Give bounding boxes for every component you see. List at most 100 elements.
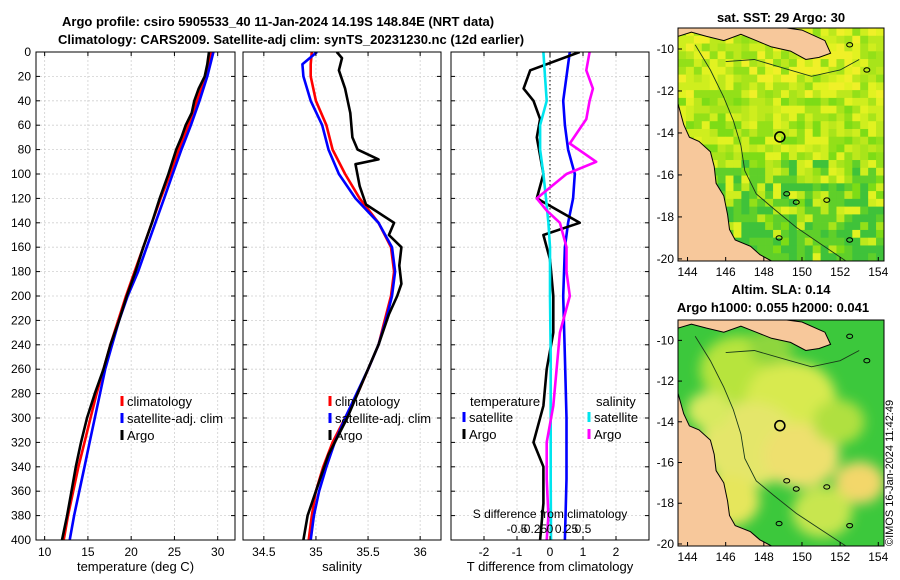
reef-outline xyxy=(775,235,783,241)
sst-cell xyxy=(685,51,695,60)
sst-cell xyxy=(876,128,884,138)
sst-cell xyxy=(852,121,861,130)
sst-cell xyxy=(685,66,695,75)
sst-cell xyxy=(876,144,884,153)
x-tick-label: -2 xyxy=(479,545,490,559)
land-australia xyxy=(678,320,772,546)
sst-cell xyxy=(844,28,853,37)
sst-cell xyxy=(741,128,750,138)
sst-cell xyxy=(876,253,884,261)
sst-cell xyxy=(820,214,829,223)
sla-blob xyxy=(792,486,853,538)
sst-cell xyxy=(717,121,726,130)
sst-cell xyxy=(836,128,845,138)
sst-cell xyxy=(868,144,877,153)
sst-cell xyxy=(860,229,869,238)
sst-cell xyxy=(844,167,853,176)
sst-cell xyxy=(773,214,782,223)
sst-cell xyxy=(852,35,861,44)
sst-cell xyxy=(701,66,710,75)
depth-contour xyxy=(725,350,860,368)
sst-cell xyxy=(844,43,853,52)
x-axis-label: salinity xyxy=(322,559,362,574)
sst-cell xyxy=(709,51,718,60)
sst-cell xyxy=(876,97,884,106)
sst-cell xyxy=(781,206,790,215)
sst-cell xyxy=(757,105,766,114)
sst-cell xyxy=(765,206,774,215)
sst-cell xyxy=(757,121,766,130)
sst-cell xyxy=(860,237,869,246)
secondary-tick-label: 0.25 xyxy=(555,522,579,536)
sst-cell xyxy=(749,160,758,169)
sst-cell xyxy=(852,198,861,207)
sst-cell xyxy=(773,152,782,161)
sst-cell xyxy=(757,97,766,106)
sst-cell xyxy=(741,144,750,153)
sst-cell xyxy=(836,35,845,44)
sst-cell xyxy=(741,183,750,192)
legend-label: climatology xyxy=(335,394,401,409)
sst-cell xyxy=(860,152,869,161)
sst-cell xyxy=(765,66,774,75)
sst-cell xyxy=(812,128,821,138)
sst-cell xyxy=(836,229,845,238)
sst-cell xyxy=(828,121,837,130)
sst-cell xyxy=(749,206,758,215)
sst-cell xyxy=(781,136,790,145)
sst-cell xyxy=(725,105,734,114)
sst-cell xyxy=(781,167,790,176)
sst-cell xyxy=(733,198,742,207)
sst-cell xyxy=(812,74,821,83)
reef-outline xyxy=(792,486,800,492)
sst-cell xyxy=(717,175,726,184)
sst-cell xyxy=(757,82,766,91)
y-tick-label: 260 xyxy=(11,362,31,376)
sst-cell xyxy=(844,222,853,231)
legend: climatology satellite-adj. clim Argo xyxy=(120,394,223,443)
sla-blob xyxy=(763,423,840,488)
sst-cell xyxy=(860,28,869,37)
sst-cell xyxy=(765,237,774,246)
sst-cell xyxy=(725,206,734,215)
sst-cell xyxy=(828,237,837,246)
sst-cell xyxy=(741,51,750,60)
map-panels: 144 146 148 150 152 154 -10 -12 -14 -16 -18 -20 sat.… xyxy=(657,10,889,564)
sst-cell xyxy=(709,152,718,161)
sst-cell xyxy=(796,136,806,145)
sst-cell xyxy=(852,237,861,246)
sst-cell xyxy=(852,128,861,138)
legend-label: satellite-adj. clim xyxy=(335,411,431,426)
sst-cell xyxy=(876,191,884,200)
sst-cell xyxy=(741,206,750,215)
reef-outline xyxy=(863,67,871,73)
sst-cell xyxy=(741,90,750,99)
sst-cell xyxy=(693,90,703,99)
sst-cell xyxy=(820,128,829,138)
sst-cell xyxy=(678,105,687,114)
sst-cell xyxy=(796,128,806,138)
sst-cell xyxy=(788,237,798,246)
sst-cell xyxy=(725,144,734,153)
sst-cell xyxy=(773,253,782,261)
sst-cell xyxy=(868,245,877,254)
sst-cell xyxy=(749,198,758,207)
depth-contour xyxy=(694,44,847,261)
sst-cell xyxy=(749,167,758,176)
sst-cell xyxy=(852,229,861,238)
sst-cell xyxy=(741,82,750,91)
sst-cell xyxy=(860,191,869,200)
sst-cell xyxy=(725,152,734,161)
sst-cell xyxy=(678,35,687,44)
sst-cell xyxy=(820,66,829,75)
sst-cell xyxy=(836,245,845,254)
sst-cell xyxy=(693,113,703,122)
sst-cell xyxy=(781,66,790,75)
secondary-tick-label: 0.5 xyxy=(575,522,592,536)
sst-cell xyxy=(725,121,734,130)
sst-cell xyxy=(725,97,734,106)
legend-label: Argo xyxy=(469,427,496,442)
sst-cell xyxy=(844,35,853,44)
y-tick-label: -16 xyxy=(657,456,675,470)
